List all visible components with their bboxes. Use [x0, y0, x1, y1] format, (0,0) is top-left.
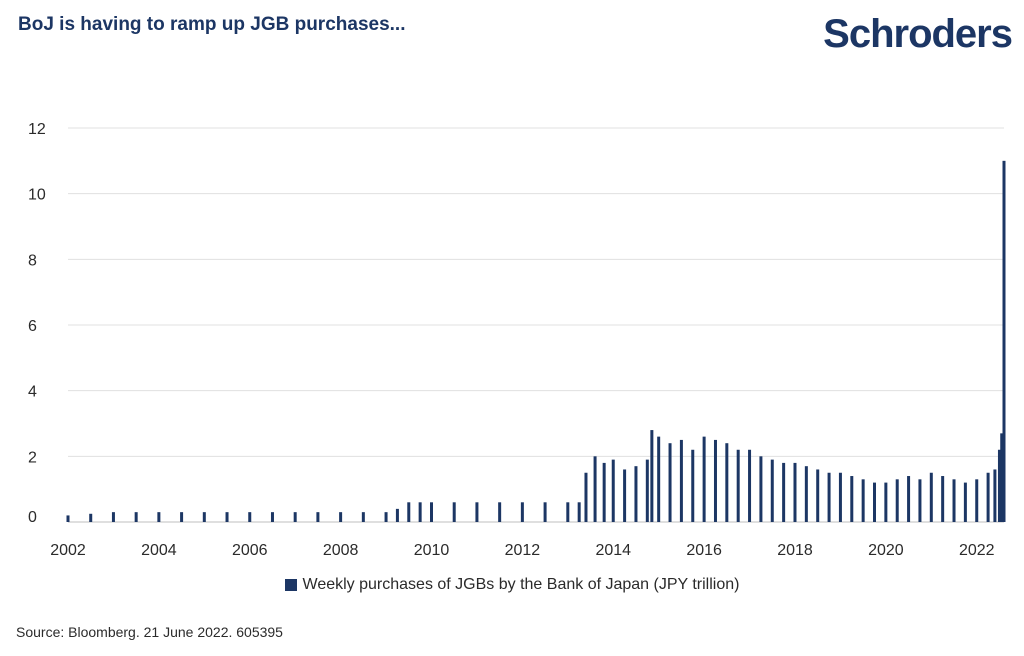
y-tick-label: 0 [28, 509, 37, 526]
x-tick-label: 2020 [868, 542, 904, 559]
bar [248, 512, 252, 522]
bar [623, 469, 627, 522]
y-tick-label: 8 [28, 252, 37, 269]
bar [861, 479, 865, 522]
bar [475, 502, 479, 522]
bar [270, 512, 274, 522]
bar [736, 449, 740, 522]
bar [602, 462, 606, 522]
bar [316, 512, 320, 522]
bar [929, 472, 933, 522]
bar [566, 502, 570, 522]
bar [395, 508, 399, 522]
bar-series [66, 160, 1006, 522]
bar [452, 502, 456, 522]
legend-swatch [284, 579, 297, 591]
bar [650, 430, 654, 522]
bar [748, 449, 752, 522]
x-tick-label: 2022 [959, 542, 995, 559]
y-tick-label: 12 [28, 121, 46, 138]
bar [577, 502, 581, 522]
bar [884, 482, 888, 522]
bar [770, 459, 774, 522]
y-tick-label: 6 [28, 318, 37, 335]
bar [111, 512, 115, 522]
x-tick-label: 2006 [232, 542, 268, 559]
bar [691, 449, 695, 522]
x-tick-label: 2016 [686, 542, 722, 559]
source-note: Source: Bloomberg. 21 June 2022. 605395 [16, 624, 283, 640]
bar [225, 512, 229, 522]
bar [89, 513, 93, 522]
x-tick-label: 2010 [414, 542, 450, 559]
bar [997, 449, 1001, 522]
bar [952, 479, 956, 522]
bar [293, 512, 297, 522]
bar [993, 469, 997, 522]
bar [963, 482, 967, 522]
schroders-logo: Schroders [823, 12, 1013, 56]
bar [407, 502, 411, 522]
bar [520, 502, 524, 522]
bar [384, 512, 388, 522]
legend-label: Weekly purchases of JGBs by the Bank of … [302, 576, 740, 593]
y-tick-label: 2 [28, 449, 37, 466]
x-tick-label: 2014 [595, 542, 631, 559]
bar [157, 512, 161, 522]
x-tick-label: 2004 [141, 542, 177, 559]
chart-title: BoJ is having to ramp up JGB purchases..… [18, 14, 406, 35]
bar [793, 462, 797, 522]
bar [202, 512, 206, 522]
bar [593, 456, 597, 522]
bar [645, 459, 649, 522]
bar [759, 456, 763, 522]
bar [180, 512, 184, 522]
bar [1002, 160, 1006, 522]
bar [941, 476, 945, 522]
bar [543, 502, 547, 522]
bar [634, 466, 638, 522]
gridlines [68, 127, 1004, 523]
bar [804, 466, 808, 522]
bar [838, 472, 842, 522]
bar [895, 479, 899, 522]
bar [782, 462, 786, 522]
bar [918, 479, 922, 522]
y-tick-label: 4 [28, 384, 37, 401]
x-tick-label: 2018 [777, 542, 813, 559]
bar [679, 439, 683, 522]
bar [339, 512, 343, 522]
x-axis-ticks: 2002 2004 2006 2008 2010 2012 2014 2016 2018 2020… [50, 542, 994, 559]
bar [827, 472, 831, 522]
bar [702, 436, 706, 522]
x-tick-label: 2008 [323, 542, 359, 559]
legend: Weekly purchases of JGBs by the Bank of … [0, 576, 1024, 594]
bar [713, 439, 717, 522]
bar [611, 459, 615, 522]
bar [873, 482, 876, 522]
bar [498, 502, 502, 522]
x-tick-label: 2002 [50, 542, 86, 559]
bar [986, 472, 990, 522]
bar [361, 512, 365, 522]
bar [134, 512, 138, 522]
bar [816, 469, 820, 522]
bar [584, 472, 588, 522]
bar [430, 502, 433, 522]
bar [850, 476, 854, 522]
bar [668, 443, 672, 522]
bar [66, 515, 70, 522]
x-tick-label: 2012 [505, 542, 541, 559]
bar [418, 502, 422, 522]
bar [1000, 433, 1004, 522]
bar [725, 443, 729, 522]
bar [975, 479, 979, 522]
y-axis-ticks: 0 2 4 6 8 10 12 [28, 121, 46, 526]
y-tick-label: 10 [28, 187, 46, 204]
bar [907, 476, 911, 522]
bar [657, 436, 661, 522]
